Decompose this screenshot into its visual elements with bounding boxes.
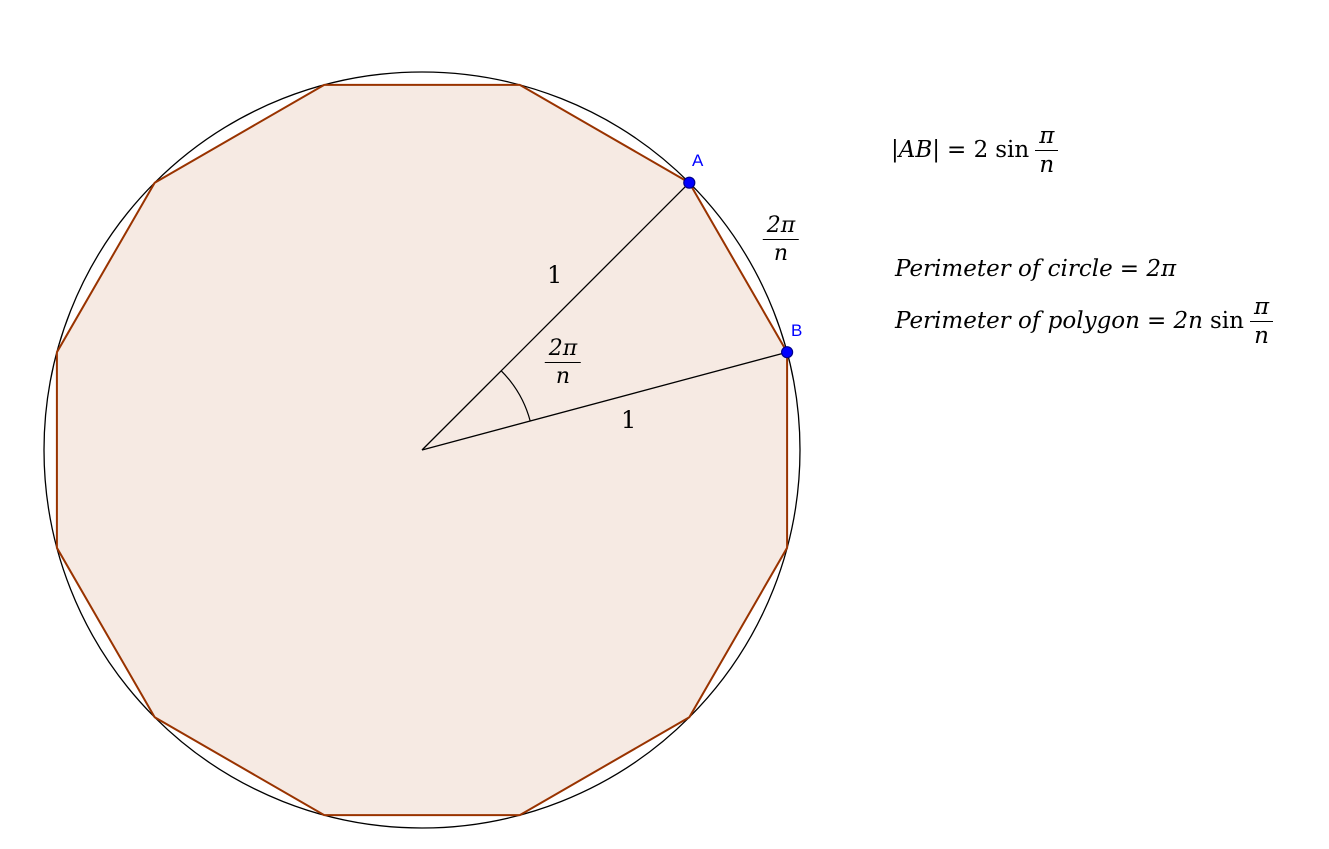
polygon-perimeter-fraction: π n xyxy=(1249,295,1274,350)
polygon-perimeter-fraction-numerator: π xyxy=(1249,295,1274,323)
unit-circle xyxy=(43,71,801,829)
arc-length-numerator: 2π xyxy=(762,214,800,241)
central-angle-arc xyxy=(500,370,531,422)
polygon-perimeter-function: sin xyxy=(1210,308,1244,335)
radius-ob-length-label: 1 xyxy=(621,406,637,434)
point-b-label: B xyxy=(791,321,803,340)
radius-ob-line xyxy=(421,351,788,451)
radius-oa-length-label: 1 xyxy=(547,261,563,289)
radius-oa-line xyxy=(421,182,690,451)
polygon-perimeter-equals: = 2n xyxy=(1146,308,1203,335)
arc-length-denominator: n xyxy=(773,241,789,267)
chord-fraction-numerator: π xyxy=(1035,124,1059,152)
chord-equals: = 2 xyxy=(947,137,989,164)
chord-fraction: π n xyxy=(1035,124,1059,179)
chord-lhs: |AB| xyxy=(891,137,941,164)
point-b-dot[interactable] xyxy=(780,346,794,359)
central-angle-numerator: 2π xyxy=(544,337,582,364)
formula-chord-length: |AB| = 2 sin π n xyxy=(891,124,1059,179)
polygon-perimeter-text: Perimeter of polygon xyxy=(895,308,1140,335)
chord-fraction-denominator: n xyxy=(1039,152,1055,179)
polygon-perimeter-fraction-denominator: n xyxy=(1254,323,1269,350)
circle-perimeter-rhs: = 2π xyxy=(1119,256,1177,282)
central-angle-denominator: n xyxy=(555,364,571,390)
chord-function: sin xyxy=(995,137,1030,164)
formula-polygon-perimeter: Perimeter of polygon = 2n sin π n xyxy=(895,295,1274,350)
arc-length-label: 2π n xyxy=(762,214,800,267)
central-angle-label: 2π n xyxy=(544,337,582,390)
point-a-dot[interactable] xyxy=(683,176,696,189)
formula-circle-perimeter: Perimeter of circle = 2π xyxy=(895,256,1176,282)
point-a-label: A xyxy=(692,151,704,170)
circle-perimeter-text: Perimeter of circle xyxy=(895,256,1113,282)
